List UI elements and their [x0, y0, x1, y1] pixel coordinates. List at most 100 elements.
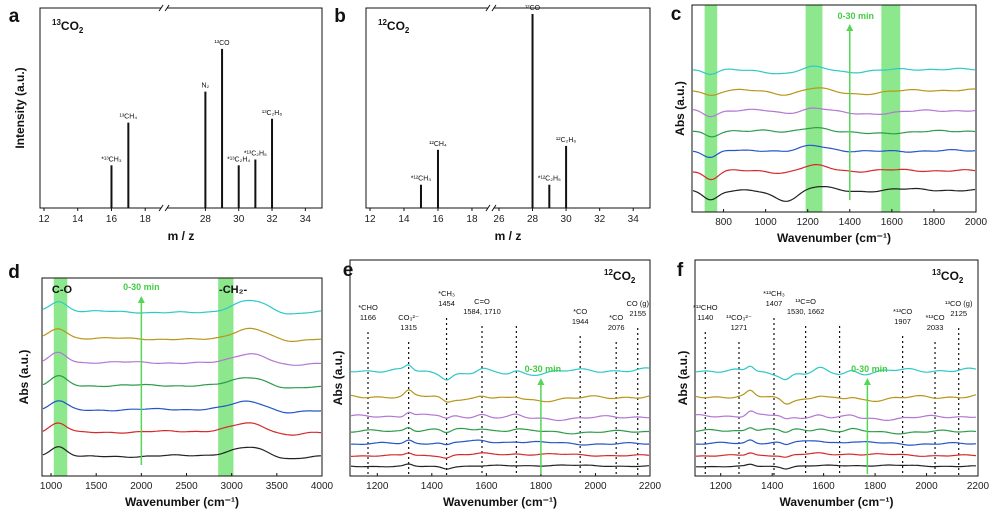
panel-e-arrow-head	[537, 378, 545, 385]
annotation-f-0-0: *¹³CHO	[693, 303, 718, 312]
x-tick-label: 14	[72, 214, 84, 225]
panel-letter-e: e	[343, 260, 354, 281]
annotation-f-2-0: *¹³CH₃	[763, 289, 785, 298]
series-e-2	[350, 439, 649, 446]
panel-a: a 13CO2 12 14 16 18 28 30 32 34 m / z Intensity (a.…	[9, 4, 323, 243]
panel-a-title-iso: 13	[52, 18, 61, 27]
x-tick-label: 14	[398, 214, 410, 225]
axis-break-bottom-gap	[487, 205, 494, 211]
x-tick-label: 34	[300, 214, 312, 225]
x-axis-label-b: m / z	[495, 229, 522, 243]
peak-label-a-4: *¹³C₂H₄	[227, 156, 250, 163]
x-tick-label: 1400	[839, 217, 862, 228]
peak-label-b-0: *¹²CH₃	[411, 176, 431, 183]
y-axis-label-c: Abs (a.u.)	[673, 81, 687, 136]
x-tick-label: 30	[561, 214, 573, 225]
series-d-0	[42, 446, 322, 460]
panel-letter-b: b	[334, 6, 346, 27]
peak-label-a-6: ¹³C₂H₆	[262, 110, 282, 117]
series-f-4	[695, 410, 977, 421]
x-axis-label-e: Wavenumber (cm⁻¹)	[443, 495, 557, 509]
highlight-band-c-2	[881, 5, 901, 212]
annotation-f-7-0: ¹³CO (g)	[945, 299, 973, 308]
axis-break-mark	[485, 4, 491, 12]
plot-frame	[694, 259, 979, 477]
x-axis-label-c: Wavenumber (cm⁻¹)	[777, 231, 891, 245]
series-c-t6	[692, 87, 975, 97]
x-tick-label: 1200	[797, 217, 820, 228]
peak-label-b-4: ¹²C₂H₆	[556, 137, 576, 144]
panel-c-arrow-label: 0-30 min	[838, 11, 875, 21]
panel-a-title: 13CO2	[52, 18, 84, 35]
x-tick-label: 28	[200, 214, 212, 225]
series-d-5	[42, 327, 322, 342]
panel-d-arrow-head	[137, 296, 145, 303]
annotation-f-6-0: *¹³CO	[925, 313, 944, 322]
panel-c-arrow-head	[846, 24, 854, 31]
panel-b-title-iso: 12	[378, 18, 387, 27]
x-tick-label: 32	[594, 214, 606, 225]
region-label-co: C-O	[52, 284, 73, 296]
series-d-6	[42, 299, 322, 315]
axis-break-mark	[491, 204, 497, 212]
annotation-e-3-1: 1584, 1710	[463, 307, 501, 316]
x-tick-label: 18	[140, 214, 152, 225]
annotation-e-5-1: 1944	[572, 317, 589, 326]
x-axis-label-f: Wavenumber (cm⁻¹)	[780, 495, 894, 509]
x-tick-label: 2000	[915, 481, 938, 492]
x-tick-label: 2200	[967, 481, 990, 492]
x-tick-label: 1000	[40, 481, 63, 492]
panel-letter-a: a	[9, 6, 20, 27]
series-f-1	[695, 452, 977, 458]
x-tick-label: 800	[715, 217, 732, 228]
annotation-f-7-1: 2125	[950, 309, 967, 318]
series-c-t1	[692, 186, 976, 202]
annotation-f-6-1: 2033	[927, 323, 944, 332]
series-e-0	[350, 463, 650, 470]
plot-frame	[349, 259, 651, 477]
axis-break-mark	[158, 204, 164, 212]
x-tick-label: 1800	[923, 217, 946, 228]
series-c-t5	[692, 107, 976, 118]
x-tick-label: 4000	[311, 481, 334, 492]
annotation-f-5-0: *¹³CO	[893, 307, 912, 316]
panel-a-title-main: CO	[61, 19, 79, 33]
panel-f-title: 13CO2	[932, 268, 964, 285]
panel-letter-f: f	[677, 260, 684, 281]
series-f-2	[696, 439, 977, 446]
x-tick-label: 1500	[85, 481, 108, 492]
axis-break-top-gap	[487, 5, 494, 11]
peak-label-a-3: ¹³CO	[214, 40, 230, 47]
panel-letter-d: d	[8, 262, 20, 283]
plot-frame	[365, 7, 651, 209]
region-label-ch2: -CH₂-	[219, 284, 247, 296]
x-tick-label: 12	[38, 214, 50, 225]
plot-frame	[691, 4, 977, 213]
series-e-1	[350, 452, 650, 459]
series-c-t2	[692, 164, 976, 181]
annotation-e-3-0: C=O	[474, 297, 490, 306]
series-d-2	[42, 400, 322, 414]
x-tick-label: 2000	[584, 481, 607, 492]
axis-break-mark	[164, 4, 170, 12]
panel-e-title-iso: 12	[604, 268, 613, 277]
annotation-f-1-0: ¹³CO₃²⁻	[726, 313, 752, 322]
series-c-t7	[692, 65, 976, 76]
x-tick-label: 16	[106, 214, 118, 225]
annotation-e-1-0: CO₃²⁻	[398, 313, 419, 322]
x-tick-label: 18	[466, 214, 478, 225]
panel-f-title-iso: 13	[932, 268, 941, 277]
panel-b-title: 12CO2	[378, 18, 410, 35]
panel-e-title-main: CO	[613, 269, 631, 283]
panel-c: c 800 1000 1200 1400 1600 1800 2000 Wavenumber (…	[671, 4, 988, 245]
y-axis-label-a: Intensity (a.u.)	[13, 67, 27, 148]
annotation-e-6-0: *CO	[609, 313, 623, 322]
x-tick-label: 2200	[639, 481, 662, 492]
annotation-e-0-1: 1166	[360, 313, 376, 322]
x-tick-label: 2000	[965, 217, 988, 228]
peak-label-b-1: ¹²CH₄	[429, 141, 447, 148]
